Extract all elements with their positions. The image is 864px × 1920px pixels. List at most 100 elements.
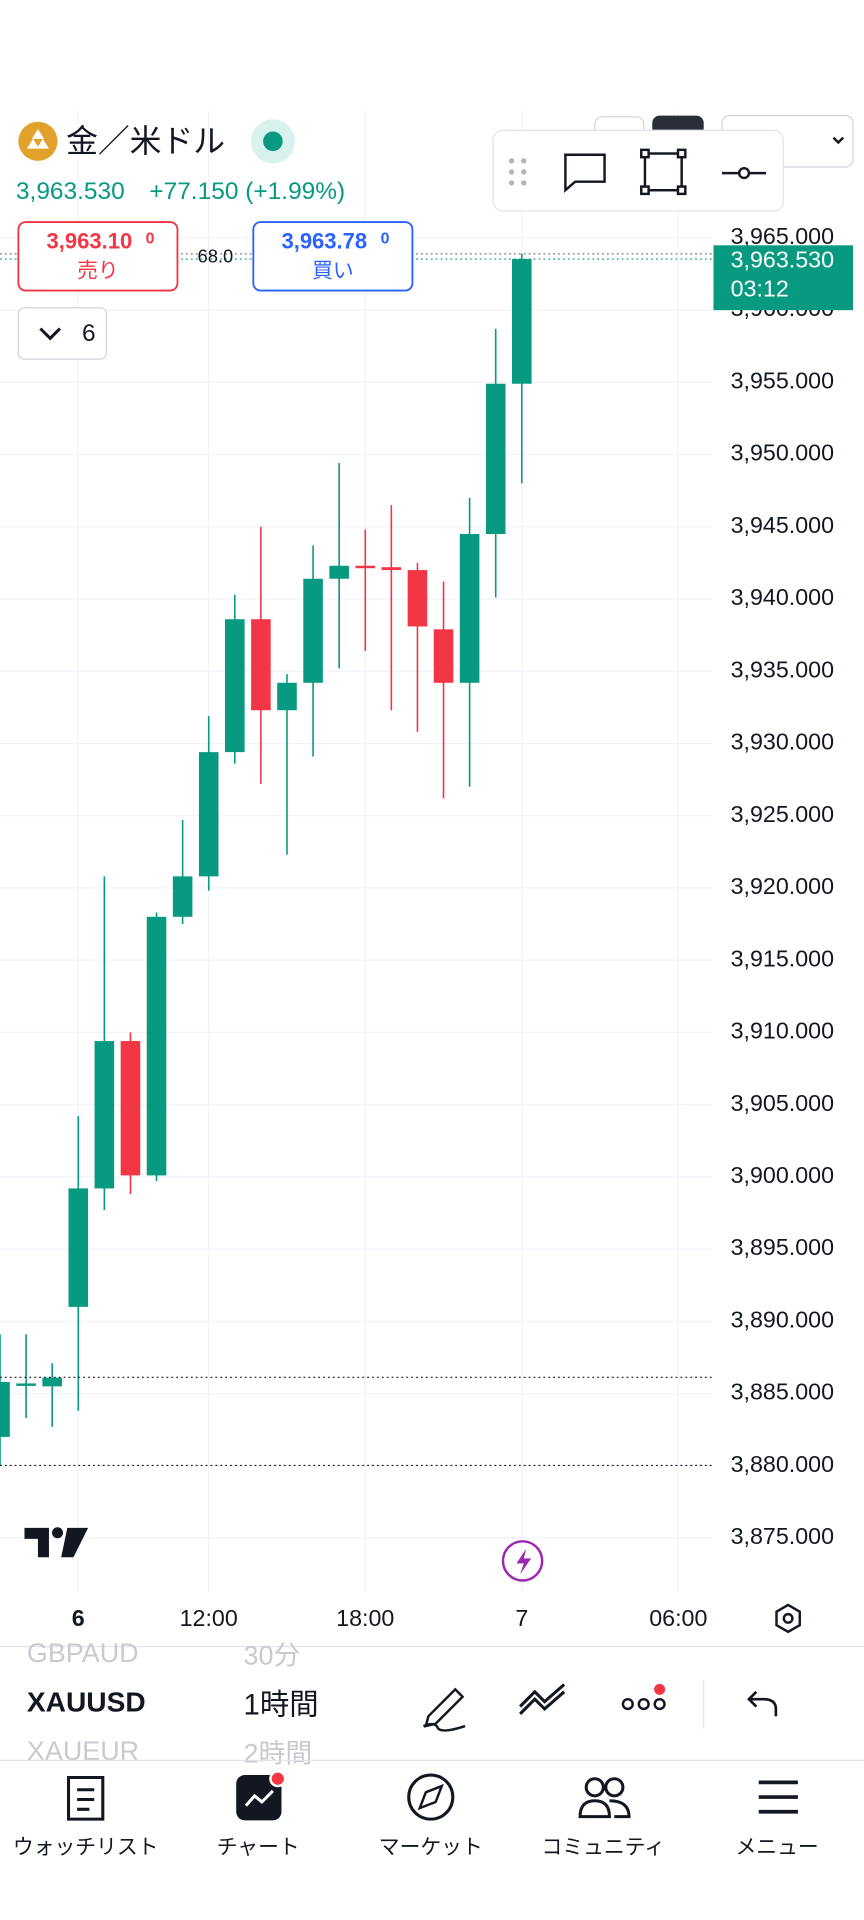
nav-label[interactable]: メニュー — [736, 1836, 819, 1859]
y-tick-label: 3,880.000 — [731, 1451, 835, 1477]
candle-body — [16, 1383, 36, 1386]
candle-body — [251, 619, 271, 711]
buy-button[interactable] — [252, 221, 414, 292]
community-icon[interactable] — [578, 1777, 631, 1819]
price-change: +77.150 (+1.99%) — [149, 178, 345, 205]
nav-label[interactable]: マーケット — [379, 1836, 483, 1859]
symbol-option[interactable]: GBPAUD — [27, 1638, 139, 1668]
nav-label[interactable]: チャート — [217, 1836, 300, 1859]
buy-label: 買い — [312, 260, 354, 283]
candles — [0, 253, 713, 1466]
candle-body — [120, 1041, 141, 1176]
sell-price: 3,963.10 — [46, 229, 132, 254]
lightning-icon — [516, 1548, 532, 1575]
candle-body — [0, 1382, 10, 1437]
symbol-option[interactable]: XAUEUR — [27, 1736, 139, 1766]
y-tick-label: 3,965.000 — [731, 223, 835, 249]
gold-bars — [26, 129, 49, 149]
candle-body — [355, 565, 376, 569]
candle-body — [433, 629, 454, 683]
candle-body — [381, 567, 402, 571]
y-tick-label: 3,875.000 — [731, 1523, 835, 1549]
chevron — [832, 136, 845, 145]
candle-body — [512, 259, 532, 384]
interval-option[interactable]: 2時間 — [244, 1739, 313, 1769]
nav-label[interactable]: コミュニティ — [542, 1836, 666, 1859]
nav: ウォッチリスト チャート マーケット コミュニティ メニュー — [13, 1836, 819, 1859]
notification-dot — [269, 1770, 287, 1788]
chevron — [39, 327, 62, 341]
x-tick-label: 6 — [72, 1605, 85, 1631]
nav-watchlist[interactable] — [67, 1775, 105, 1821]
axes: 3,965.0003,960.0003,955.0003,950.0003,94… — [72, 223, 834, 1631]
y-tick-label: 3,890.000 — [731, 1306, 835, 1332]
menu-icon[interactable] — [758, 1780, 798, 1814]
rectangle-tool[interactable] — [640, 148, 687, 196]
y-tick-label: 3,910.000 — [731, 1018, 835, 1044]
indicators-count: 6 — [82, 320, 96, 347]
market-status-dot — [263, 131, 283, 152]
y-tick-label: 3,930.000 — [731, 729, 835, 755]
y-tick-label: 3,935.000 — [731, 656, 835, 682]
sell-button[interactable] — [17, 221, 179, 292]
y-tick-label: 3,925.000 — [731, 801, 835, 827]
sell-label: 売り — [77, 260, 119, 283]
candle-body — [459, 533, 480, 683]
draw-tool[interactable] — [422, 1687, 466, 1732]
candle-body — [277, 682, 297, 711]
nav-label[interactable]: ウォッチリスト — [13, 1836, 159, 1859]
chart-icon-line — [244, 1789, 274, 1807]
settings-icon-center — [782, 1612, 794, 1624]
candle-body — [485, 383, 506, 534]
undo[interactable] — [747, 1690, 778, 1717]
compass-needle — [417, 1783, 444, 1811]
price-tag — [713, 245, 853, 311]
indicators-toggle[interactable] — [17, 307, 108, 360]
y-tick-label: 3,905.000 — [731, 1090, 835, 1116]
line-tool[interactable] — [722, 166, 767, 180]
x-tick-label: 12:00 — [180, 1605, 238, 1631]
symbol-name: 金／米ドル — [66, 123, 225, 159]
spread: 68.0 — [198, 245, 234, 266]
y-tick-label: 3,920.000 — [731, 873, 835, 899]
symbol-selected[interactable]: XAUUSD — [27, 1687, 146, 1718]
logo — [24, 1527, 89, 1558]
x-tick-label: 7 — [515, 1605, 528, 1631]
candle-body — [42, 1377, 62, 1387]
last-price: 3,963.530 — [16, 178, 125, 205]
x-tick-label: 06:00 — [649, 1605, 707, 1631]
sell-price-suffix: 0 — [146, 230, 155, 247]
symbol-icon — [18, 121, 58, 161]
interval-selected[interactable]: 1時間 — [244, 1688, 319, 1721]
market-icon[interactable] — [407, 1773, 455, 1821]
interval-option[interactable]: 30分 — [244, 1641, 301, 1671]
comment-tool[interactable] — [564, 153, 606, 193]
x-tick-label: 18:00 — [336, 1605, 394, 1631]
buy-price: 3,963.78 — [281, 229, 367, 254]
drag-handle — [508, 158, 527, 186]
candle-body — [68, 1188, 89, 1307]
more-tool[interactable] — [621, 1697, 666, 1711]
y-tick-label: 3,885.000 — [731, 1379, 835, 1405]
price-tag-countdown: 03:12 — [731, 276, 789, 302]
trend-tool[interactable] — [519, 1683, 566, 1715]
y-tick-label: 3,950.000 — [731, 440, 835, 466]
y-tick-label: 3,895.000 — [731, 1234, 835, 1260]
price-tag-price: 3,963.530 — [731, 246, 835, 272]
candle-body — [329, 565, 349, 579]
candle-body — [225, 619, 245, 753]
y-tick-label: 3,955.000 — [731, 367, 835, 393]
candle-body — [146, 916, 167, 1176]
y-tick-label: 3,915.000 — [731, 945, 835, 971]
candle-body — [407, 570, 428, 627]
buy-price-suffix: 0 — [381, 230, 390, 247]
candle-body — [303, 578, 323, 683]
y-tick-label: 3,940.000 — [731, 584, 835, 610]
settings-icon[interactable] — [775, 1603, 801, 1634]
candle-body — [198, 752, 219, 877]
candle-body — [172, 876, 193, 917]
y-tick-label: 3,900.000 — [731, 1162, 835, 1188]
y-tick-label: 3,945.000 — [731, 512, 835, 538]
